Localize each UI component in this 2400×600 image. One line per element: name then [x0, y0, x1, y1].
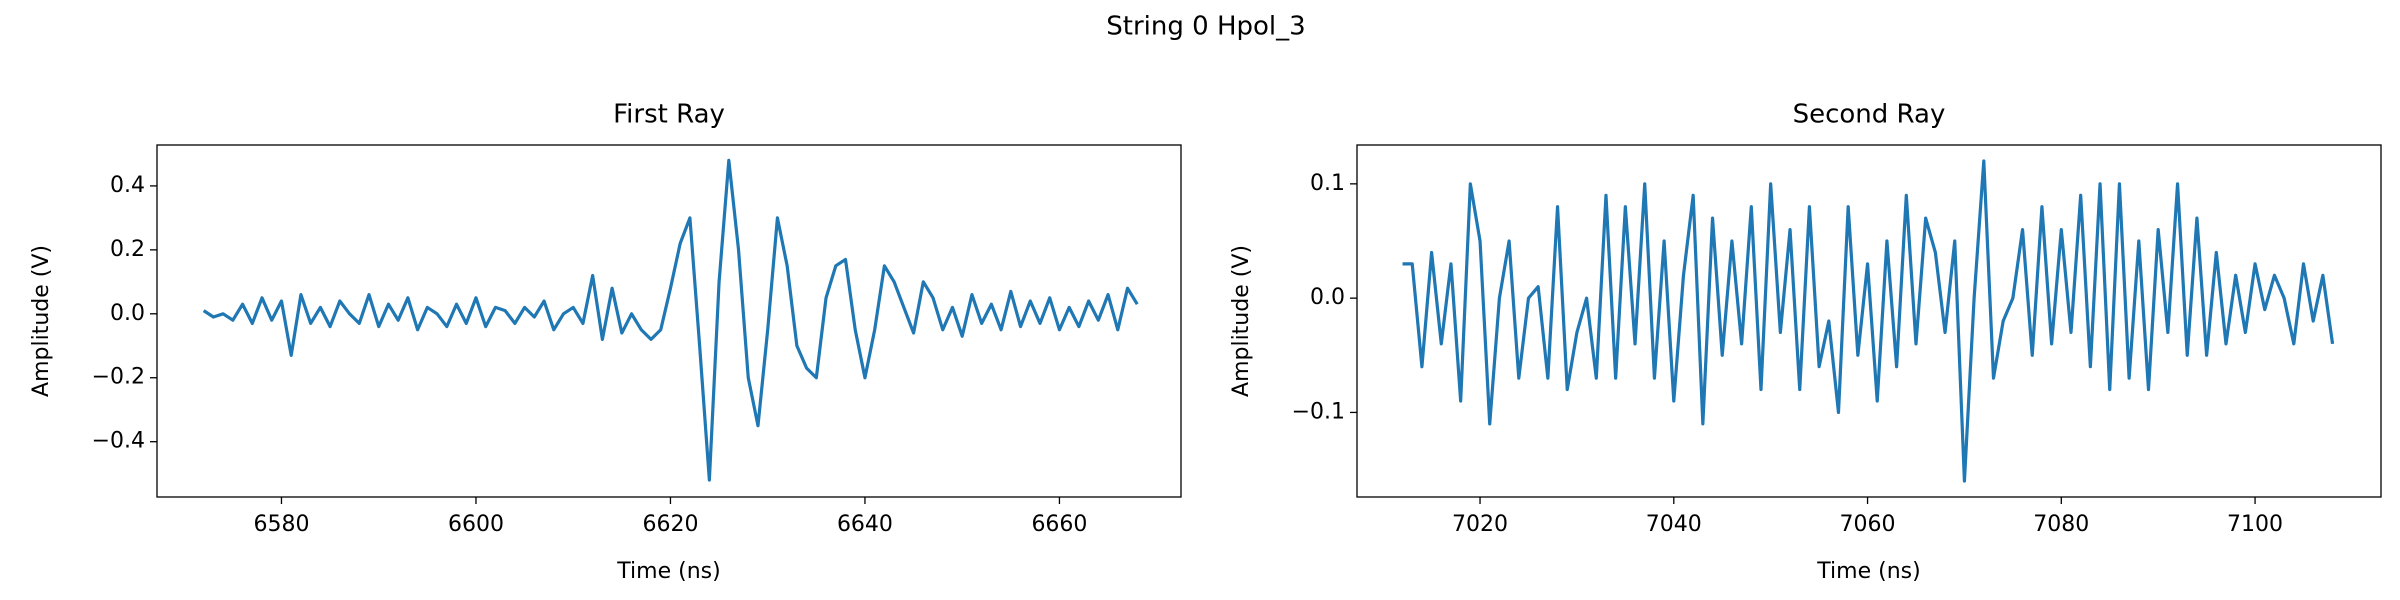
y-tick-label: 0.4	[110, 173, 145, 198]
x-tick-label: 7020	[1452, 512, 1508, 537]
x-tick-label: 6620	[642, 512, 698, 537]
x-tick-label: 7080	[2033, 512, 2089, 537]
waveform-line	[1402, 159, 2335, 483]
waveform-line	[202, 158, 1139, 482]
x-tick-label: 6580	[253, 512, 309, 537]
x-tick-label: 7040	[1646, 512, 1702, 537]
axes-frame	[156, 144, 1182, 498]
x-axis-label: Time (ns)	[1816, 559, 1920, 584]
figure-title: String 0 Hpol_3	[1106, 12, 1305, 42]
y-axis-label: Amplitude (V)	[1229, 245, 1254, 397]
y-tick-label: 0.1	[1310, 171, 1345, 196]
y-tick-label: 0.0	[1310, 285, 1345, 310]
x-axis-label: Time (ns)	[616, 559, 720, 584]
y-tick-label: 0.2	[110, 237, 145, 262]
y-tick-label: −0.2	[92, 365, 145, 390]
axes-title: Second Ray	[1793, 100, 1946, 130]
x-tick-label: 6600	[448, 512, 504, 537]
y-tick-label: −0.1	[1292, 399, 1345, 424]
y-tick-label: 0.0	[110, 301, 145, 326]
x-tick-label: 6640	[837, 512, 893, 537]
x-tick-label: 7100	[2227, 512, 2283, 537]
x-tick-label: 6660	[1031, 512, 1087, 537]
x-tick-label: 7060	[1840, 512, 1896, 537]
y-tick-label: −0.4	[92, 429, 145, 454]
axes-frame	[1356, 144, 2382, 498]
axes-title: First Ray	[613, 100, 725, 130]
y-axis-label: Amplitude (V)	[29, 245, 54, 397]
